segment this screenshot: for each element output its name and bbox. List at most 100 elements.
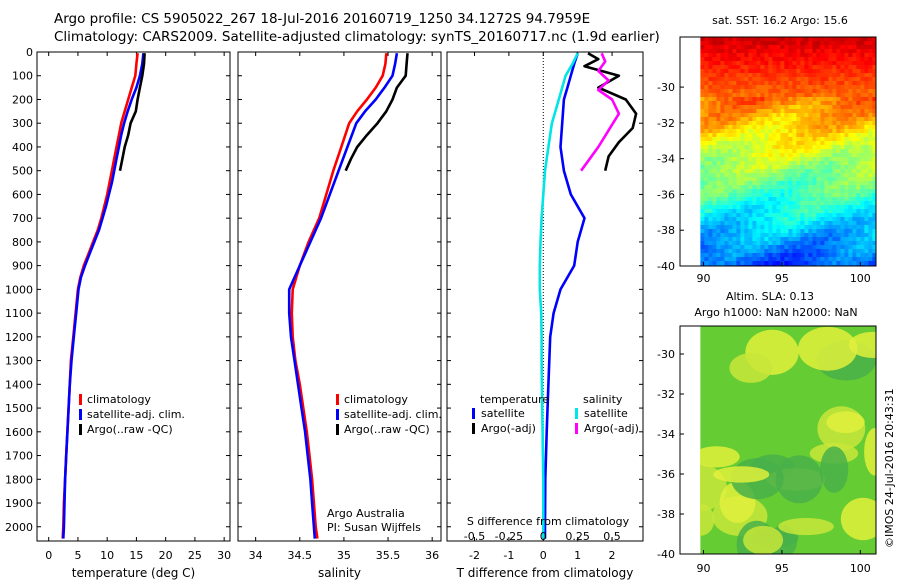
sst-cell (812, 45, 817, 50)
sst-cell (868, 213, 873, 218)
sst-cell (852, 145, 857, 150)
sst-cell (800, 101, 805, 106)
sst-cell (844, 85, 849, 90)
sst-cell (812, 253, 817, 258)
sst-cell (780, 129, 785, 134)
sst-cell (828, 209, 833, 214)
sst-cell (740, 137, 745, 142)
sst-cell (812, 73, 817, 78)
sst-cell (772, 257, 777, 262)
sst-cell (792, 101, 797, 106)
sst-cell (708, 69, 713, 74)
sst-cell (820, 245, 825, 250)
sst-cell (780, 225, 785, 230)
sst-cell (864, 189, 869, 194)
sst-cell (832, 89, 837, 94)
sst-cell (768, 69, 773, 74)
sst-cell (856, 173, 861, 178)
sst-cell (748, 197, 753, 202)
sst-cell (804, 93, 809, 98)
sst-cell (804, 53, 809, 58)
sst-cell (868, 105, 873, 110)
temperature-panel: 0100200300400500600700800900100011001200… (5, 46, 231, 580)
sst-cell (700, 141, 705, 146)
sst-cell (804, 245, 809, 250)
sst-cell (728, 137, 733, 142)
sst-cell (744, 205, 749, 210)
sst-cell (752, 105, 757, 110)
sst-cell (724, 97, 729, 102)
sla-x-tick-label: 100 (850, 562, 871, 575)
sst-cell (872, 237, 876, 242)
sst-cell (776, 241, 781, 246)
sst-cell (768, 57, 773, 62)
sst-cell (700, 185, 705, 190)
sst-cell (856, 37, 861, 42)
sst-cell (772, 101, 777, 106)
sst-cell (752, 41, 757, 46)
sst-cell (816, 205, 821, 210)
sst-cell (804, 49, 809, 54)
sst-cell (808, 53, 813, 58)
sst-cell (812, 157, 817, 162)
sst-cell (768, 145, 773, 150)
sst-cell (844, 61, 849, 66)
sst-cell (776, 97, 781, 102)
sst-cell (748, 193, 753, 198)
sst-cell (816, 49, 821, 54)
sst-cell (772, 41, 777, 46)
sst-cell (728, 209, 733, 214)
sst-cell (828, 153, 833, 158)
sst-cell (724, 69, 729, 74)
sst-cell (860, 129, 865, 134)
sst-cell (804, 85, 809, 90)
sst-cell (700, 145, 705, 150)
sst-cell (732, 161, 737, 166)
sst-cell (760, 69, 765, 74)
sst-cell (720, 209, 725, 214)
sst-cell (784, 145, 789, 150)
sst-cell (840, 205, 845, 210)
sst-cell (836, 129, 841, 134)
sst-cell (704, 89, 709, 94)
sst-cell (840, 65, 845, 70)
sst-cell (832, 45, 837, 50)
sst-cell (792, 161, 797, 166)
sst-cell (852, 41, 857, 46)
sst-cell (816, 109, 821, 114)
x-tick-label: 34.5 (288, 549, 313, 562)
sst-cell (808, 141, 813, 146)
y-tick-label: 600 (12, 188, 33, 201)
sst-cell (768, 85, 773, 90)
sst-cell (744, 245, 749, 250)
sst-cell (700, 101, 705, 106)
sst-cell (852, 133, 857, 138)
sst-cell (780, 141, 785, 146)
sst-cell (816, 233, 821, 238)
sst-cell (776, 237, 781, 242)
sst-cell (700, 37, 705, 42)
sst-cell (780, 181, 785, 186)
sst-cell (760, 197, 765, 202)
sst-cell (840, 185, 845, 190)
sst-cell (856, 61, 861, 66)
sst-cell (748, 101, 753, 106)
sst-cell (836, 45, 841, 50)
sst-cell (828, 233, 833, 238)
legend-swatch (472, 408, 475, 419)
sst-cell (796, 109, 801, 114)
sst-cell (840, 241, 845, 246)
sst-cell (728, 177, 733, 182)
sst-cell (864, 229, 869, 234)
sst-cell (784, 85, 789, 90)
sst-cell (756, 145, 761, 150)
sst-cell (868, 53, 873, 58)
sst-cell (868, 201, 873, 206)
sst-cell (780, 97, 785, 102)
sst-cell (772, 249, 777, 254)
sst-cell (788, 117, 793, 122)
sst-cell (852, 37, 857, 42)
sst-cell (832, 213, 837, 218)
sst-cell (768, 81, 773, 86)
sst-cell (840, 45, 845, 50)
